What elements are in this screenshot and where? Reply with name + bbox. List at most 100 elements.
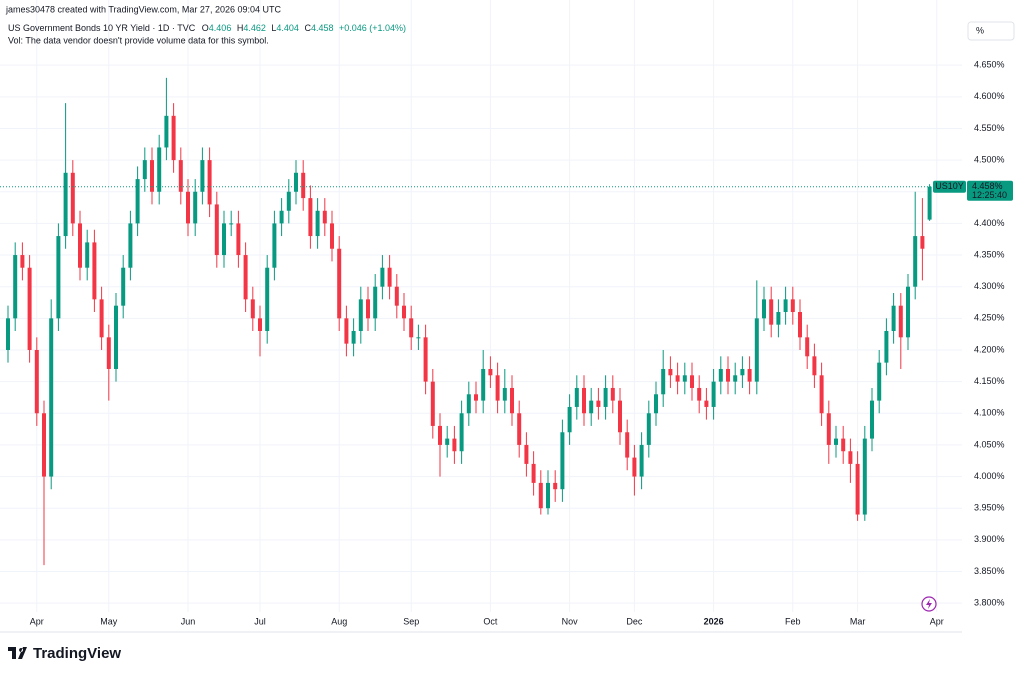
candle-body [459,413,464,452]
candle-body [423,337,428,382]
candle-body [207,160,212,205]
candle-body [186,191,190,224]
candle-body [250,299,255,319]
candle-body [531,463,536,483]
candle-body [841,438,846,452]
candle-body [135,179,140,224]
open-value: 4.406 [209,23,232,33]
candle-body [416,337,421,339]
symbol-tag [933,180,966,193]
candle-body [157,147,162,192]
legend-line: US Government Bonds 10 YR Yield · 1D · T… [8,23,406,33]
candle-body [891,305,896,331]
candle-body [596,400,601,407]
y-tick-label: 4.300% [974,281,1005,291]
x-tick-label: Sep [403,616,419,626]
candle-body [625,432,630,458]
y-tick-label: 4.050% [974,439,1005,449]
y-tick-label: 3.900% [974,534,1005,544]
candle-body [927,186,932,220]
candle-body [704,400,709,407]
candle-body [142,160,147,180]
candle-body [294,172,298,192]
candle-body [315,210,320,237]
candle-body [920,236,925,249]
candle-body [200,160,205,192]
candle-body [718,368,723,382]
candle-body [762,299,766,319]
candle-body [510,387,514,414]
candle-body [726,368,730,382]
candle-body [553,482,558,490]
candle-body [769,299,774,325]
candle-body [906,286,910,338]
candle-body [567,406,572,433]
candle-body [819,375,824,414]
candle-body [524,444,529,464]
candle-body [740,368,745,376]
x-tick-label: Mar [850,616,866,626]
candle-body [258,318,262,331]
y-tick-label: 4.150% [974,376,1005,386]
candle-body [445,438,450,445]
candle-body [452,438,457,452]
candle-body [128,223,133,268]
candle-body [481,368,486,401]
candle-body [99,299,104,338]
candle-body [171,115,176,161]
candle-body [373,286,378,319]
candle-body [63,172,68,237]
y-tick-label: 4.250% [974,313,1005,323]
candle-body [85,242,90,268]
scale-button[interactable] [967,21,1015,41]
candle-body [13,255,18,319]
symbol-tag-label: US10Y [935,181,964,191]
x-tick-label: Jun [181,616,196,626]
candle-body [6,318,10,350]
candle-body [193,191,198,224]
candle-body [466,394,471,414]
candle-body [877,362,882,401]
y-tick-label: 4.100% [974,408,1005,418]
chart-title: US Government Bonds 10 YR Yield · 1D · T… [8,23,196,33]
candle-body [322,210,327,224]
x-tick-label: 2026 [704,616,724,626]
candles [6,77,932,566]
candle-body [546,482,550,509]
candle-body [610,387,615,401]
candle-body [121,267,126,306]
candle-body [78,223,82,268]
candle-body [805,337,810,357]
ohlc-prefix: H [237,23,244,33]
logo-text: TradingView [33,645,121,662]
candle-body [848,451,853,464]
price-tag [967,180,1013,201]
x-tick-label: Jul [254,616,266,626]
candle-body [898,305,903,338]
candle-body [279,210,284,224]
candle-body [56,236,61,319]
candle-body [42,413,46,477]
candle-body [286,191,291,211]
candle-body [783,299,788,313]
candle-body [690,375,694,388]
candle-body [430,381,435,426]
x-tick-label: Feb [785,616,801,626]
candle-body [834,438,838,445]
candle-body [603,387,608,407]
candle-body [574,387,579,407]
countdown: 12:25:40 [972,190,1007,200]
candle-body [272,223,277,268]
candle-body [538,482,543,509]
candle-body [380,267,385,287]
candle-body [733,375,738,382]
candle-body [265,267,270,331]
candle-body [330,223,334,249]
grid [0,0,962,612]
candle-body [798,312,802,338]
scale-button-label[interactable]: % [976,25,984,35]
candle-body [308,198,313,237]
candle-body [164,115,169,148]
x-tick-label: Oct [483,616,498,626]
